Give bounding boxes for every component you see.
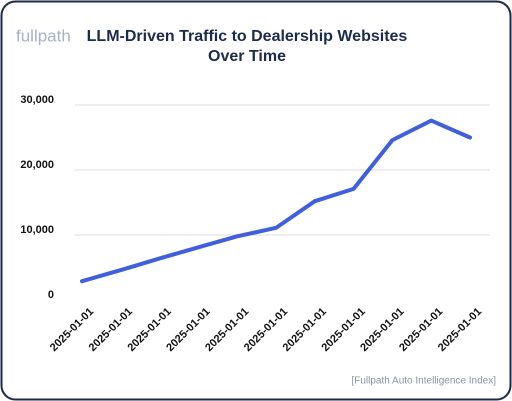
y-tick-label: 30,000 bbox=[20, 94, 54, 106]
logo: fullpath bbox=[16, 26, 71, 45]
y-tick-label: 0 bbox=[48, 289, 54, 301]
y-tick-label: 20,000 bbox=[20, 159, 54, 171]
chart-title: LLM-Driven Traffic to Dealership Website… bbox=[87, 28, 408, 65]
y-tick-label: 10,000 bbox=[20, 224, 54, 236]
source-note: [Fullpath Auto Intelligence Index] bbox=[351, 376, 496, 387]
data-line bbox=[80, 118, 472, 284]
